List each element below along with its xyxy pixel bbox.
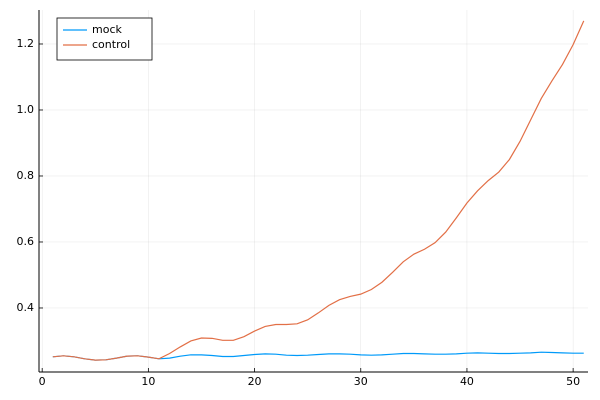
- x-tick-label: 30: [354, 375, 368, 388]
- x-tick-label: 10: [141, 375, 155, 388]
- x-tick-label: 40: [460, 375, 474, 388]
- x-tick-label: 0: [39, 375, 46, 388]
- y-tick-label: 1.0: [17, 103, 35, 116]
- y-tick-label: 0.8: [17, 169, 35, 182]
- x-tick-label: 20: [248, 375, 262, 388]
- legend-box: [56, 17, 153, 61]
- legend-label: mock: [92, 23, 122, 36]
- y-tick-label: 0.6: [17, 235, 35, 248]
- y-tick-label: 1.2: [17, 37, 35, 50]
- y-tick-label: 0.4: [17, 301, 35, 314]
- series-line: [52, 20, 585, 361]
- x-tick-label: 50: [566, 375, 580, 388]
- legend-label: control: [92, 38, 130, 51]
